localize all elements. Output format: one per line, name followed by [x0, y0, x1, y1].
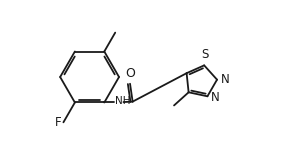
- Text: N: N: [211, 91, 220, 104]
- Text: NH: NH: [115, 96, 130, 106]
- Text: S: S: [201, 49, 208, 61]
- Text: O: O: [125, 67, 135, 80]
- Text: F: F: [55, 116, 62, 129]
- Text: N: N: [221, 73, 229, 86]
